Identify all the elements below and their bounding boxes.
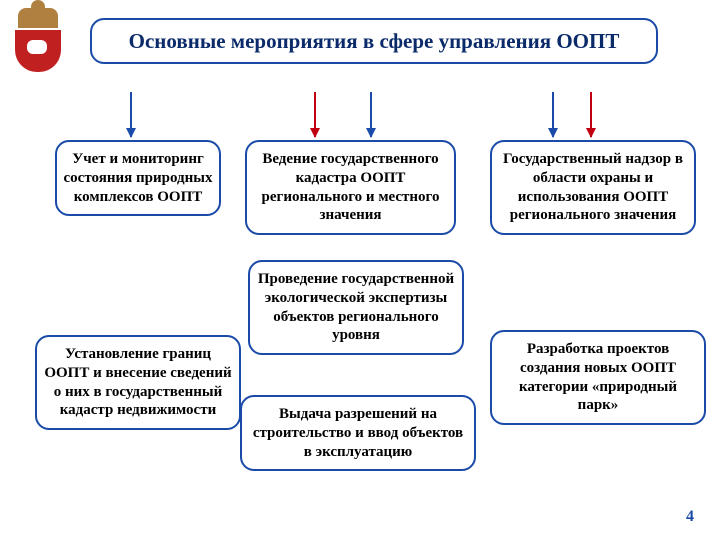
arrow-down-icon (370, 92, 372, 137)
node-monitoring: Учет и мониторинг состояния природных ко… (55, 140, 221, 216)
node-text: Разработка проектов создания новых ООПТ … (519, 341, 677, 413)
shield-icon (15, 30, 61, 72)
node-projects: Разработка проектов создания новых ООПТ … (490, 330, 706, 425)
node-text: Ведение государственного кадастра ООПТ р… (262, 151, 440, 223)
arrow-down-icon (552, 92, 554, 137)
node-text: Проведение государственной экологической… (258, 271, 454, 343)
node-text: Установление границ ООПТ и внесение свед… (44, 346, 231, 418)
page-number: 4 (686, 508, 694, 526)
title-box: Основные мероприятия в сфере управления … (90, 18, 658, 64)
arrow-down-icon (590, 92, 592, 137)
node-text: Выдача разрешений на строительство и вво… (253, 406, 463, 460)
node-permits: Выдача разрешений на строительство и вво… (240, 395, 476, 471)
arrow-down-icon (130, 92, 132, 137)
node-expertise: Проведение государственной экологической… (248, 260, 464, 355)
node-supervision: Государственный надзор в области охраны … (490, 140, 696, 235)
node-cadastre: Ведение государственного кадастра ООПТ р… (245, 140, 456, 235)
slide-title: Основные мероприятия в сфере управления … (104, 28, 644, 54)
arrow-down-icon (314, 92, 316, 137)
region-emblem (8, 8, 68, 78)
node-text: Учет и мониторинг состояния природных ко… (64, 151, 213, 205)
node-text: Государственный надзор в области охраны … (503, 151, 683, 223)
crown-icon (18, 8, 58, 28)
node-borders: Установление границ ООПТ и внесение свед… (35, 335, 241, 430)
